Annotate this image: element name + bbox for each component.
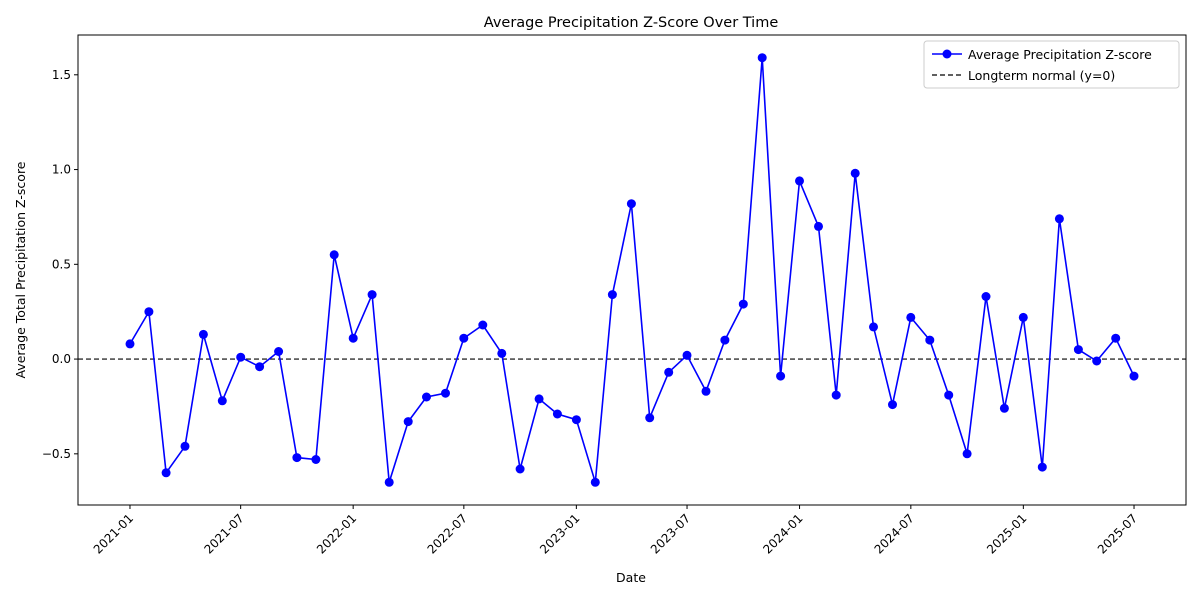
- x-tick-label: 2024-07: [872, 511, 917, 556]
- legend-box: [923, 40, 1180, 89]
- data-point-2023-03: [607, 290, 617, 300]
- data-point-2023-12: [776, 371, 786, 381]
- data-point-2023-05: [645, 413, 655, 423]
- y-tick-label: −0.5: [42, 447, 71, 461]
- data-point-2022-09: [497, 348, 507, 358]
- data-point-2024-04: [850, 168, 860, 178]
- data-point-2021-05: [198, 329, 208, 339]
- data-point-2021-10: [292, 453, 302, 463]
- legend-normal-label: Longterm normal (y=0): [968, 68, 1115, 83]
- data-point-2023-07: [682, 350, 692, 360]
- data-point-2021-04: [180, 441, 190, 451]
- data-point-2024-10: [962, 449, 972, 459]
- chart-title: Average Precipitation Z-Score Over Time: [484, 15, 779, 31]
- data-point-2024-06: [888, 400, 897, 410]
- data-point-2024-02: [814, 221, 823, 231]
- data-point-2025-01: [1018, 312, 1028, 322]
- data-point-2022-06: [441, 388, 450, 398]
- data-point-2021-02: [144, 307, 154, 317]
- data-point-2021-06: [217, 396, 227, 406]
- legend: Average Precipitation Z-score Longterm n…: [923, 40, 1180, 89]
- data-point-2023-10: [738, 299, 748, 309]
- data-point-2021-08: [255, 362, 265, 372]
- data-point-2023-06: [664, 367, 674, 377]
- data-point-2024-09: [944, 390, 954, 400]
- legend-series-marker: [942, 49, 952, 59]
- data-point-2022-05: [422, 392, 431, 402]
- data-point-2025-05: [1092, 356, 1102, 366]
- data-point-2022-11: [534, 394, 544, 404]
- data-point-2021-07: [236, 352, 246, 362]
- data-point-2025-03: [1054, 214, 1064, 224]
- plot-frame: [77, 34, 1187, 506]
- data-point-2021-09: [274, 347, 284, 356]
- y-tick-label: 1.0: [52, 163, 71, 177]
- data-point-2021-12: [329, 250, 339, 260]
- x-tick-label: 2022-01: [314, 511, 359, 556]
- x-tick-label: 2021-07: [201, 511, 246, 556]
- y-tick-label: 0.0: [52, 352, 71, 366]
- y-axis-title: Average Total Precipitation Z-score: [13, 161, 28, 378]
- data-point-2022-04: [403, 417, 413, 427]
- data-point-2023-04: [626, 199, 636, 209]
- x-tick-label: 2025-07: [1095, 511, 1140, 556]
- y-tick-label: 0.5: [52, 257, 71, 271]
- data-point-2022-07: [459, 333, 469, 343]
- data-point-2022-02: [367, 290, 377, 300]
- x-tick-label: 2024-01: [760, 511, 805, 556]
- data-point-2021-03: [161, 468, 171, 478]
- data-point-2022-01: [348, 333, 358, 343]
- data-point-2023-08: [701, 386, 711, 396]
- y-tick-label: 1.5: [52, 68, 71, 82]
- data-point-2022-08: [478, 320, 488, 330]
- data-point-2021-11: [311, 455, 321, 464]
- data-point-2023-11: [757, 53, 767, 63]
- data-point-2023-02: [590, 477, 600, 487]
- data-point-2024-12: [999, 403, 1009, 413]
- data-point-2024-05: [869, 322, 878, 332]
- data-point-2022-12: [552, 409, 562, 419]
- data-point-2021-01: [125, 339, 135, 349]
- data-point-2025-04: [1073, 345, 1083, 355]
- data-point-2025-06: [1111, 333, 1121, 343]
- series-points: [125, 53, 1139, 487]
- data-point-2022-10: [515, 464, 525, 474]
- x-axis: 2021-01 2021-07 2022-01 2022-07 2023-01 2023-…: [91, 505, 1140, 557]
- data-point-2024-07: [906, 312, 916, 322]
- plot-area: [77, 34, 1187, 506]
- y-axis: −0.5 0.0 0.5 1.0 1.5: [42, 68, 78, 461]
- data-point-2023-01: [571, 415, 581, 425]
- data-point-2025-02: [1037, 462, 1047, 472]
- x-tick-label: 2025-01: [984, 511, 1029, 556]
- x-axis-title: Date: [616, 570, 646, 585]
- data-point-2024-11: [981, 292, 991, 301]
- data-point-2022-03: [384, 477, 394, 487]
- x-tick-label: 2023-01: [537, 511, 582, 556]
- data-point-2024-03: [831, 390, 841, 400]
- x-tick-label: 2022-07: [425, 511, 470, 556]
- data-point-2024-01: [795, 176, 804, 186]
- x-tick-label: 2023-07: [648, 511, 693, 556]
- data-point-2025-07: [1129, 371, 1139, 381]
- data-point-2023-09: [720, 335, 730, 345]
- x-tick-label: 2021-01: [91, 511, 136, 556]
- series-line: [129, 57, 1135, 483]
- legend-series-label: Average Precipitation Z-score: [968, 47, 1152, 62]
- data-point-2024-08: [925, 335, 935, 345]
